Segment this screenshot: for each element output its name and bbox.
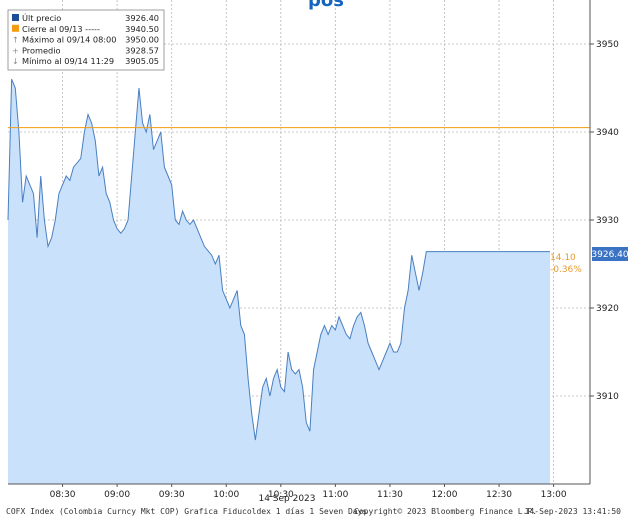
x-tick-label: 12:00 (432, 490, 458, 500)
y-tick-label: 3950 (596, 40, 619, 50)
x-tick-label: 13:00 (541, 490, 567, 500)
up-arrow-icon: ↑ (12, 36, 19, 45)
area-series (7, 79, 550, 484)
legend-label: Cierre al 09/13 ----- (22, 24, 100, 34)
footer-index-info: COFX Index (Colombia Curncy Mkt COP) Gra… (6, 507, 367, 516)
x-axis-label: 14 Sep 2023 (258, 494, 315, 504)
legend: Últ precio 3926.40 Cierre al 09/13 ----- 39… (7, 9, 165, 71)
legend-value: 3928.57 (125, 45, 159, 55)
x-tick-label: 09:00 (104, 490, 130, 500)
partial-title: pos (308, 0, 344, 11)
legend-value: 3905.05 (125, 56, 159, 66)
area-fill (8, 79, 550, 484)
legend-swatch (12, 14, 19, 21)
x-tick-label: 12:30 (486, 490, 512, 500)
axes (8, 0, 591, 485)
x-tick-label: 11:30 (377, 490, 403, 500)
x-tick-label: 08:30 (50, 490, 76, 500)
legend-label: Últ precio (22, 12, 61, 23)
footer-timestamp: 14-Sep-2023 13:41:50 (525, 507, 622, 516)
x-tick-labels: 08:30 09:00 09:30 10:00 10:30 11:00 11:30 12:00… (50, 484, 567, 500)
legend-value: 3926.40 (125, 13, 159, 23)
y-tick-label: 3930 (596, 216, 619, 226)
y-tick-label: 3940 (596, 128, 619, 138)
last-value-badge (592, 247, 628, 261)
last-value-marker: 3926.40 14.10 -0.36% (550, 247, 628, 275)
footer-copyright: Copyright© 2023 Bloomberg Finance L.P. (354, 507, 537, 516)
y-tick-label: 3920 (596, 304, 619, 314)
legend-label: Promedio (22, 45, 60, 55)
legend-label: Máximo al 09/14 08:00 (22, 35, 116, 45)
x-tick-label: 11:00 (322, 490, 348, 500)
plus-icon: + (12, 46, 19, 55)
grid-lines (8, 0, 590, 484)
x-tick-label: 10:00 (213, 490, 239, 500)
y-tick-label: 3910 (596, 392, 619, 402)
legend-value: 3950.00 (125, 35, 159, 45)
legend-value: 3940.50 (125, 24, 159, 34)
legend-swatch (12, 24, 19, 32)
legend-box (7, 9, 165, 71)
x-tick-label: 09:30 (159, 490, 185, 500)
change-percent: -0.36% (550, 265, 582, 275)
last-value-text: 3926.40 (591, 250, 628, 260)
y-tick-labels: 3910 3920 3930 3940 3950 (590, 40, 619, 402)
legend-label: Mínimo al 09/14 11:29 (22, 56, 114, 66)
x-tick-label: 10:30 (268, 490, 294, 500)
price-line (7, 79, 550, 441)
down-arrow-icon: ↓ (12, 57, 19, 66)
change-value: 14.10 (550, 253, 576, 263)
